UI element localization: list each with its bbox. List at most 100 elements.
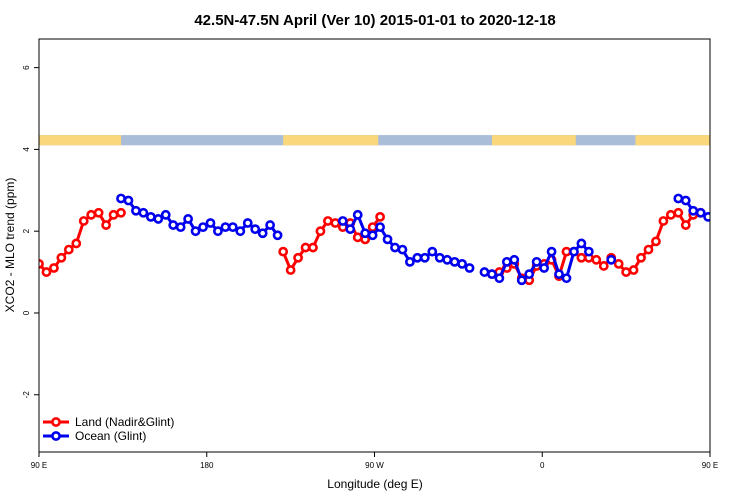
land-data-point	[278, 246, 289, 257]
ocean-data-point	[205, 218, 216, 228]
ocean-data-point	[427, 246, 438, 257]
ocean-data-point	[554, 269, 564, 280]
land-sea-band	[39, 135, 710, 146]
land-band-1	[283, 135, 379, 146]
ocean-data-point	[390, 242, 400, 253]
land-series-line	[491, 211, 702, 282]
y-tick-label: 2	[22, 228, 31, 233]
land-data-point	[367, 222, 378, 232]
ocean-data-point	[487, 269, 497, 280]
ocean-data-point	[457, 259, 468, 269]
y-axis-label: XCO2 - MLO trend (ppm)	[3, 178, 17, 313]
ocean-data-point	[265, 220, 276, 230]
land-data-point	[643, 244, 654, 255]
ocean-data-point	[464, 263, 475, 273]
ocean-data-point	[168, 220, 179, 230]
ocean-data-point	[257, 228, 268, 239]
ocean-data-point	[405, 256, 415, 267]
land-data-point	[613, 259, 624, 269]
ocean-data-point	[719, 211, 726, 218]
ocean-legend-label: Ocean (Glint)	[75, 429, 146, 443]
ocean-data-point	[494, 273, 505, 284]
land-data-point	[41, 267, 52, 277]
land-data-point	[561, 246, 572, 257]
land-data-point	[636, 252, 646, 263]
ocean-data-point	[397, 244, 408, 255]
ocean-data-point	[712, 215, 719, 222]
land-data-point	[598, 261, 609, 271]
land-data-point	[375, 211, 385, 222]
land-data-point	[49, 263, 59, 273]
land-data-point	[71, 238, 82, 249]
plot-frame	[38, 38, 711, 453]
ocean-data-point	[419, 252, 430, 263]
y-axis: -2 0 2 4 6	[22, 65, 39, 398]
ocean-data-point	[213, 226, 223, 237]
ocean-data-point	[116, 193, 126, 204]
ocean-data-point	[673, 193, 684, 204]
ocean-data-point	[546, 246, 557, 257]
land-data-point	[56, 252, 67, 263]
ocean-data-point	[227, 222, 238, 232]
y-tick-label: 0	[22, 310, 31, 315]
ocean-data-point	[539, 263, 550, 273]
land-data-point	[108, 209, 119, 220]
ocean-data-point	[561, 273, 572, 284]
ocean-data-point	[175, 222, 186, 232]
ocean-data-point	[695, 207, 706, 218]
x-axis: 90 E 180 90 W 0 90 E	[31, 452, 718, 470]
x-tick-label: 90 W	[365, 461, 384, 470]
land-data-point	[63, 244, 74, 255]
ocean-data-point	[190, 226, 201, 237]
land-data-point	[621, 267, 632, 277]
land-data-point	[308, 242, 318, 253]
ocean-data-point	[531, 256, 542, 267]
ocean-data-point	[145, 211, 156, 222]
legend: Land (Nadir&Glint)Ocean (Glint)	[43, 415, 174, 443]
ocean-data-point	[524, 269, 535, 280]
land-data-point	[576, 252, 587, 263]
land-legend-label: Land (Nadir&Glint)	[75, 415, 174, 429]
land-data-point	[680, 220, 691, 230]
ocean-data-point	[352, 209, 363, 220]
ocean-data-point	[449, 256, 460, 267]
x-tick-label: 90 E	[702, 461, 718, 470]
ocean-data-point	[742, 215, 749, 222]
ocean-data-point	[516, 275, 527, 286]
y-tick-label: -2	[22, 391, 31, 399]
land-data-point	[673, 207, 684, 218]
ocean-data-point	[337, 216, 348, 226]
ocean-data-point	[680, 195, 691, 206]
land-data-point	[330, 218, 341, 228]
ocean-data-point	[183, 214, 194, 224]
ocean-data-point	[375, 222, 385, 232]
land-data-point	[93, 207, 104, 218]
land-data-point	[101, 220, 111, 230]
ocean-data-point	[160, 209, 171, 220]
x-tick-label: 0	[540, 461, 545, 470]
ocean-data-point	[138, 207, 149, 218]
land-data-point	[300, 242, 311, 253]
ocean-data-point	[242, 218, 253, 228]
y-tick-label: 4	[22, 147, 31, 152]
land-data-point	[78, 216, 89, 226]
land-legend-marker	[51, 417, 61, 427]
ocean-data-point	[583, 246, 594, 257]
land-data-point	[323, 216, 333, 226]
ocean-data-point	[131, 205, 141, 216]
ocean-data-point	[703, 211, 710, 222]
land-data-point	[651, 236, 661, 247]
ocean-data-point	[734, 223, 741, 230]
ocean-data-point	[153, 214, 164, 224]
ocean-legend-marker	[51, 431, 61, 441]
ocean-data-point	[569, 246, 579, 257]
ocean-data-point	[272, 230, 283, 241]
land-data-point	[86, 209, 97, 220]
ocean-data-point	[235, 226, 246, 237]
series-layer	[39, 193, 749, 286]
ocean-data-point	[576, 238, 587, 249]
ocean-data-point	[509, 254, 520, 265]
land-data-point	[352, 232, 363, 243]
x-tick-label: 90 E	[31, 461, 47, 470]
